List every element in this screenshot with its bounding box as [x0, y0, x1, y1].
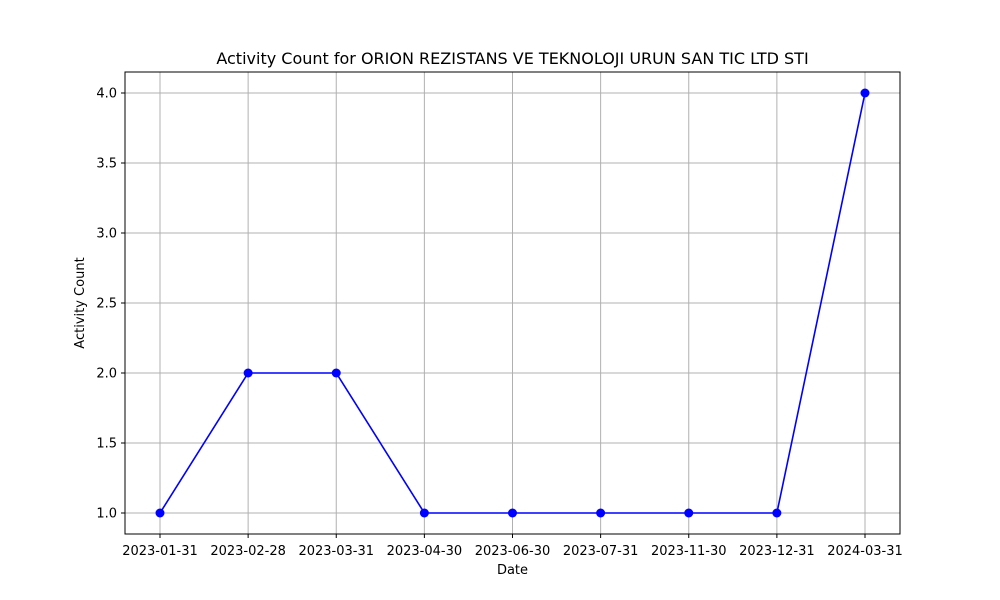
data-point: [772, 508, 782, 518]
x-tick-label: 2023-03-31: [298, 544, 374, 559]
y-axis-title: Activity Count: [73, 257, 88, 348]
y-tick-label: 2.5: [96, 297, 117, 312]
data-point: [243, 368, 253, 378]
x-axis-ticks: 2023-01-31 2023-02-28 2023-03-31 2023-04-30…: [122, 534, 903, 559]
grid: [125, 72, 900, 534]
y-axis-ticks: 1.0 1.5 2.0 2.5 3.0 3.5 4.0: [96, 87, 125, 522]
x-tick-label: 2023-06-30: [475, 544, 551, 559]
data-point: [684, 508, 694, 518]
data-point: [155, 508, 165, 518]
x-tick-label: 2023-02-28: [210, 544, 286, 559]
x-tick-label: 2023-11-30: [651, 544, 727, 559]
series: [155, 88, 870, 518]
data-point: [860, 88, 870, 98]
x-axis-title: Date: [497, 563, 528, 578]
data-point: [596, 508, 606, 518]
y-tick-label: 1.5: [96, 437, 117, 452]
data-point: [331, 368, 341, 378]
y-tick-label: 3.0: [96, 227, 117, 242]
x-tick-label: 2024-03-31: [827, 544, 903, 559]
y-tick-label: 1.0: [96, 507, 117, 522]
data-point: [419, 508, 429, 518]
y-tick-label: 4.0: [96, 87, 117, 102]
x-tick-label: 2023-07-31: [563, 544, 639, 559]
chart-title: Activity Count for ORION REZISTANS VE TE…: [216, 49, 808, 68]
y-tick-label: 2.0: [96, 367, 117, 382]
x-tick-label: 2023-04-30: [387, 544, 463, 559]
x-tick-label: 2023-01-31: [122, 544, 198, 559]
data-point: [508, 508, 517, 518]
x-tick-label: 2023-12-31: [739, 544, 815, 559]
y-tick-label: 3.5: [96, 157, 117, 172]
